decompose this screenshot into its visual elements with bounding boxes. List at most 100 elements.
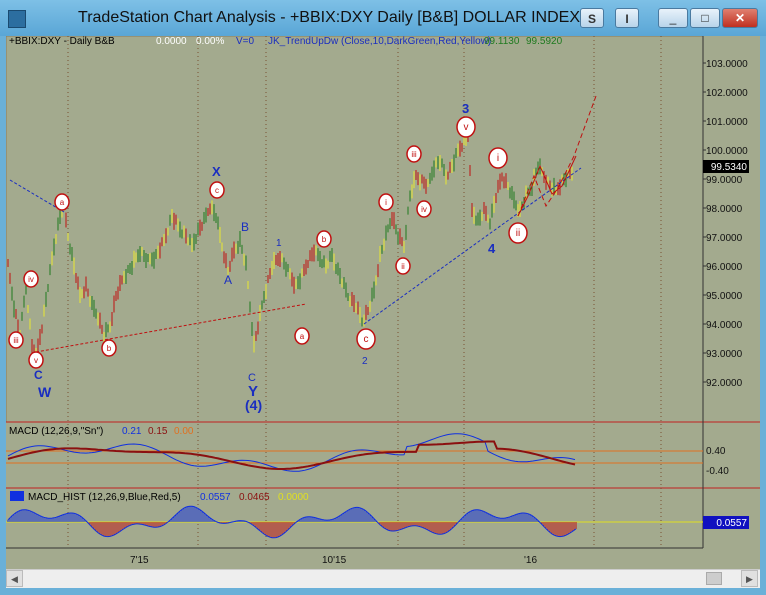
- circle-text-v1: v: [34, 356, 38, 365]
- price-tick-label: 93.0000: [706, 349, 743, 360]
- circle-text-b2: b: [322, 235, 327, 244]
- circle-label-i2: [488, 147, 508, 169]
- wave-label-1: 1: [276, 238, 282, 249]
- indicator-value-2: 99.5920: [526, 36, 563, 47]
- wave-label-3: 3: [462, 101, 469, 116]
- macd-hist-value-3: 0.0000: [278, 492, 309, 503]
- projection-line: [517, 95, 597, 217]
- trendline-blue-1: [9, 179, 65, 213]
- circle-label-b2: [316, 230, 332, 248]
- time-tick-oct15: 10'15: [322, 555, 347, 566]
- circle-text-iii1: iii: [13, 336, 19, 345]
- symbol-header: +BBIX:DXY - Daily B&B: [9, 36, 115, 47]
- trendline-blue-2: [363, 167, 582, 325]
- wave-label-C-1: C: [34, 368, 43, 382]
- macd-lines: [7, 433, 576, 472]
- volume-value: V=0: [236, 36, 255, 47]
- price-tick-label: 99.0000: [706, 175, 743, 186]
- change-value: 0.0000: [156, 36, 187, 47]
- wave-label-B: B: [241, 220, 249, 234]
- wave-label-W: W: [38, 384, 52, 400]
- macd-hist-value-2: 0.0465: [239, 492, 270, 503]
- circle-text-iv1: iv: [28, 275, 34, 284]
- maximize-button[interactable]: □: [690, 8, 720, 28]
- indicator-label: JK_TrendUpDw (Close,10,DarkGreen,Red,Yel…: [268, 36, 491, 47]
- price-tick-label: 98.0000: [706, 204, 743, 215]
- wave-channel: [517, 155, 577, 217]
- last-price-box: [703, 160, 749, 173]
- window-title: TradeStation Chart Analysis - +BBIX:DXY …: [78, 9, 580, 26]
- price-axis: 103.0000 102.0000 101.0000 100.0000 99.0000 9…: [703, 59, 748, 389]
- price-tick-label: 100.0000: [706, 146, 748, 157]
- macd-axis-top: 0.40: [706, 446, 726, 457]
- circle-label-iv2: [416, 200, 432, 218]
- circle-label-ii1: [395, 257, 411, 275]
- price-tick-label: 101.0000: [706, 117, 748, 128]
- macd-histogram: [7, 506, 577, 538]
- scroll-left-arrow-icon[interactable]: ◀: [6, 570, 23, 587]
- chart-canvas[interactable]: 103.0000 102.0000 101.0000 100.0000 99.0000 9…: [6, 36, 760, 588]
- macd-value-3: 0.00: [174, 426, 194, 437]
- circle-text-c2: c: [364, 334, 369, 345]
- price-tick-label: 103.0000: [706, 59, 748, 70]
- price-tick-label: 96.0000: [706, 262, 743, 273]
- wave-label-A: A: [224, 273, 232, 287]
- time-tick-jul15: 7'15: [130, 555, 149, 566]
- trendline-red-1: [35, 303, 307, 353]
- indicator-value-1: 99.1130: [484, 36, 520, 47]
- circle-text-ii1: ii: [401, 262, 405, 271]
- circle-text-b1: b: [107, 344, 112, 353]
- macd-line: [7, 433, 576, 472]
- minimize-button[interactable]: _: [658, 8, 688, 28]
- circle-text-iv2: iv: [421, 205, 427, 214]
- title-bar: TradeStation Chart Analysis - +BBIX:DXY …: [0, 0, 766, 36]
- app-icon[interactable]: [8, 10, 26, 28]
- circle-text-v2: v: [464, 122, 469, 133]
- style-s-button[interactable]: S: [580, 8, 604, 28]
- circle-label-c1: [209, 181, 225, 199]
- circle-text-i2: i: [497, 153, 499, 164]
- price-tick-label: 102.0000: [706, 88, 748, 99]
- price-tick-label: 95.0000: [706, 291, 743, 302]
- circle-text-a1: a: [60, 198, 65, 207]
- circle-text-ii2: ii: [516, 228, 520, 239]
- price-tick-label: 94.0000: [706, 320, 743, 331]
- wave-label-C-2: C: [248, 372, 256, 384]
- macd-signal-line: [7, 440, 576, 470]
- hist-last-label: 0.0557: [716, 518, 747, 529]
- circle-label-iv1: [23, 270, 39, 288]
- change-pct: 0.00%: [196, 36, 224, 47]
- circle-label-b1: [101, 339, 117, 357]
- circle-text-c1: c: [215, 186, 219, 195]
- macd-hist-icon: [10, 491, 24, 501]
- wave-label-X: X: [212, 164, 221, 179]
- close-button[interactable]: ✕: [722, 8, 758, 28]
- wave-label-Y: Y: [248, 383, 258, 400]
- circle-label-c2: [356, 328, 376, 350]
- scroll-right-arrow-icon[interactable]: ▶: [741, 570, 758, 587]
- trend-lines: [9, 95, 597, 353]
- last-price-label: 99.5340: [711, 162, 748, 173]
- circle-label-ii2: [508, 222, 528, 244]
- style-i-button[interactable]: I: [615, 8, 639, 28]
- price-chart-svg[interactable]: 103.0000 102.0000 101.0000 100.0000 99.0000 9…: [6, 36, 760, 569]
- macd-value-1: 0.21: [122, 426, 142, 437]
- circle-label-a2: [294, 327, 310, 345]
- circle-label-v1: [28, 351, 44, 369]
- wave-label-2: 2: [362, 356, 368, 367]
- horizontal-scrollbar[interactable]: ◀ ▶: [6, 569, 760, 588]
- scroll-thumb[interactable]: [706, 572, 722, 585]
- macd-hist-label: MACD_HIST (12,26,9,Blue,Red,5): [28, 492, 181, 503]
- macd-label: MACD (12,26,9,"Sn"): [9, 426, 103, 437]
- wave-label-4-big: (4): [245, 397, 262, 413]
- price-tick-label: 92.0000: [706, 378, 743, 389]
- circle-label-i1: [378, 193, 394, 211]
- macd-hist-value-1: 0.0557: [200, 492, 231, 503]
- circle-label-iii2: [406, 145, 422, 163]
- chart-window: 103.0000 102.0000 101.0000 100.0000 99.0000 9…: [6, 36, 760, 588]
- time-tick-jan16: '16: [524, 555, 537, 566]
- circle-label-a1: [54, 193, 70, 211]
- macd-value-2: 0.15: [148, 426, 168, 437]
- hist-last-box: [703, 516, 749, 529]
